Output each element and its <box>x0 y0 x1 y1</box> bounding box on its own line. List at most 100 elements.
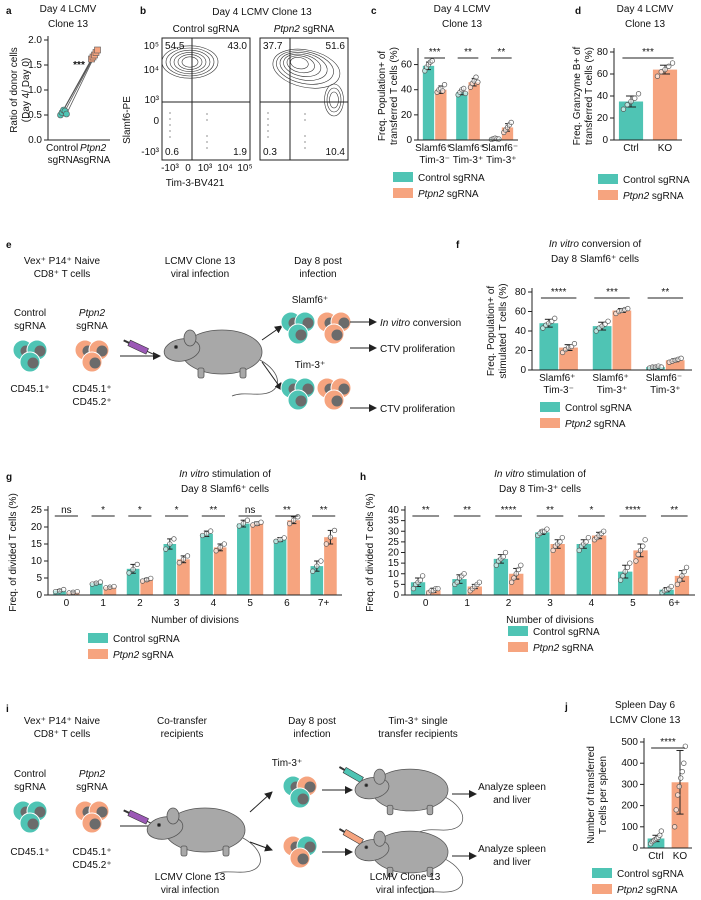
mouse-leg <box>426 804 434 816</box>
y-tick-label: 0.0 <box>28 135 42 146</box>
data-point <box>571 341 578 347</box>
syringe-plunger <box>123 339 130 344</box>
data-point <box>130 566 136 573</box>
source-label: Vex⁺ P14⁺ Naive <box>24 256 101 267</box>
data-point <box>441 82 448 88</box>
data-point <box>635 91 642 97</box>
data-point <box>236 523 242 529</box>
contour <box>283 53 322 77</box>
data-point <box>642 537 648 543</box>
chart-title: Clone 13 <box>442 19 482 30</box>
data-point <box>605 318 611 324</box>
event-dot <box>169 130 171 132</box>
quadrant-value: 37.7 <box>263 41 283 52</box>
nucleus <box>302 383 314 395</box>
event-dot <box>206 147 208 149</box>
x-tick-label: Slamf6⁻ Tim-3⁺ <box>646 373 685 396</box>
contour <box>165 47 215 77</box>
y-axis-label: Freq. Granzyme B+ of <box>572 46 583 145</box>
significance: ns <box>61 505 72 516</box>
group-label: Ptpn2 <box>79 308 106 319</box>
contour <box>279 52 328 81</box>
x-tick-label: 2 <box>506 598 512 609</box>
cell-cluster <box>74 339 110 373</box>
y-axis-label: Freq. Population+ of <box>377 51 388 142</box>
y-tick-label: 60 <box>515 307 527 318</box>
data-point <box>681 760 687 766</box>
y-axis-label: Freq. of divided T cells (%) <box>365 493 376 612</box>
data-point <box>550 547 556 554</box>
syringe-needle <box>147 350 157 357</box>
data-point <box>203 531 210 537</box>
data-point <box>244 517 251 523</box>
bar <box>592 326 612 370</box>
mouse <box>163 329 278 397</box>
mouse-leg <box>386 866 394 878</box>
data-point <box>184 553 191 559</box>
data-point <box>435 585 441 592</box>
group-label: sgRNA <box>14 782 46 793</box>
data-point <box>500 554 506 560</box>
mouse-leg <box>386 804 394 816</box>
legend-swatch <box>88 633 108 643</box>
y-tick-label: 500 <box>621 737 638 748</box>
data-point <box>669 60 676 66</box>
data-point <box>97 579 104 585</box>
event-dot <box>267 130 269 132</box>
nucleus <box>96 345 108 357</box>
quadrant-value: 54.5 <box>165 41 185 52</box>
chart-title: Spleen Day 6 <box>615 700 675 711</box>
y-tick-label: 100 <box>621 822 638 833</box>
y-tick-label: 5 <box>393 579 399 590</box>
significance: **** <box>660 737 676 748</box>
x-tick-label: 10⁵ <box>237 163 252 174</box>
y-tick-label: 10³ <box>145 95 160 106</box>
data-point <box>221 541 227 547</box>
y-axis-label: Freq. Population+ of <box>486 286 497 377</box>
syringe-plunger <box>338 828 346 833</box>
bar <box>237 523 250 595</box>
data-point <box>331 527 338 534</box>
nucleus <box>295 329 307 341</box>
data-point <box>624 564 631 571</box>
event-dot <box>304 113 306 115</box>
legend-swatch <box>540 418 560 428</box>
plot-name: Control sgRNA <box>173 24 240 35</box>
bar <box>273 539 287 595</box>
panel-label: f <box>456 240 460 251</box>
bar <box>435 89 447 140</box>
y-axis-label: Freq. of divided T cells (%) <box>8 493 19 612</box>
y-tick-label: 10 <box>31 556 43 567</box>
significance: ** <box>463 505 471 516</box>
data-point <box>515 566 522 573</box>
y-axis-label: transferred T cells (%) <box>584 47 595 145</box>
contour <box>272 48 341 89</box>
y-axis-label: Number of transferred <box>586 746 597 844</box>
data-point <box>620 573 626 579</box>
data-point <box>410 585 417 592</box>
mouse <box>354 768 464 833</box>
data-point <box>658 828 664 834</box>
event-dot <box>267 136 269 138</box>
data-point <box>473 74 479 80</box>
syringe-barrel <box>127 339 149 355</box>
assay-label: In vitro conversion <box>380 318 461 329</box>
data-point <box>314 563 320 569</box>
bar <box>493 558 509 595</box>
data-point <box>213 548 219 554</box>
y-tick-label: 0 <box>406 135 412 146</box>
legend-swatch <box>393 188 413 198</box>
syringe-barrel <box>127 809 149 825</box>
data-point <box>323 541 329 547</box>
panel-label: b <box>140 6 146 17</box>
timepoint-label: Day 8 post <box>288 716 336 727</box>
nucleus <box>27 818 39 830</box>
contour <box>276 50 334 85</box>
quadrant-value: 0.3 <box>263 147 277 158</box>
y-axis-label: Ratio of donor cells <box>9 47 20 133</box>
infection-label: LCMV Clone 13 <box>155 872 226 883</box>
mouse-ear <box>166 807 180 825</box>
data-point <box>148 575 154 581</box>
cell-cluster <box>280 377 316 411</box>
nucleus <box>27 357 39 369</box>
